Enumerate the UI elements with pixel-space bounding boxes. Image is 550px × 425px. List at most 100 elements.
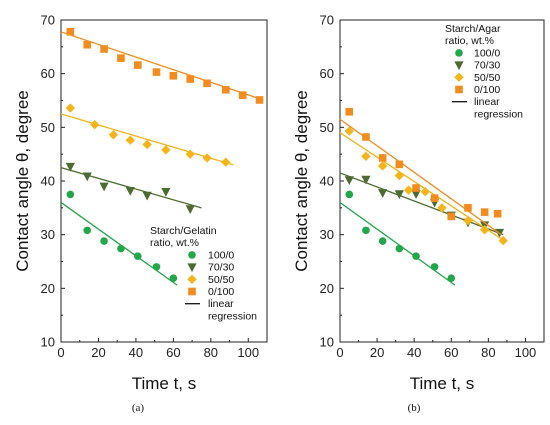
panel-b-legend-symbol-s0-100 (455, 85, 463, 94)
panel-a-legend-label-s0-100: 0/100 (208, 286, 234, 298)
panel-a-y-tick-label: 50 (41, 120, 55, 135)
panel-a-point-s70-30 (185, 205, 195, 214)
panel-b: 0 20 40 60 80 100 10 20 30 40 50 60 70 Time t, s Conta… (292, 13, 545, 414)
panel-a-y-tick-label: 30 (41, 227, 55, 242)
panel-a-x-tick-label: 80 (204, 345, 218, 360)
panel-b-fit-line-s100-0 (339, 201, 456, 286)
panel-a-point-s100-0 (152, 263, 161, 271)
panel-a-y-axis-label: Contact angle θ, degree (13, 90, 32, 271)
panel-b-point-s0-100 (395, 160, 404, 169)
panel-a-point-s100-0 (169, 274, 178, 282)
panel-a-legend-label-s70-30: 70/30 (208, 262, 234, 274)
panel-a-legend-symbol-s70-30 (187, 263, 197, 273)
panel-a-point-s0-100 (133, 61, 142, 69)
panel-a-x-tick-label: 20 (91, 345, 105, 360)
panel-a-legend-title: ratio, wt.% (150, 237, 199, 249)
panel-a-y-tick-label: 70 (41, 13, 55, 28)
panel-b-y-tick-label: 60 (320, 66, 334, 81)
panel-a-caption: (a) (132, 402, 145, 414)
panel-a-x-tick-label: 60 (166, 345, 180, 360)
panel-b-fit-line-s70-30 (339, 172, 504, 236)
panel-a-legend-symbol-s0-100 (188, 287, 196, 296)
panel-b-point-s50-50 (420, 187, 431, 197)
panel-b-point-s50-50 (394, 170, 405, 181)
panel-b-fit-line-s50-50 (339, 132, 504, 241)
panel-a-point-s70-30 (125, 186, 135, 196)
panel-a-point-s100-0 (66, 190, 75, 199)
panel-a-legend-symbol-s50-50 (187, 274, 197, 284)
panel-a-legend-regression-label: regression (208, 310, 257, 322)
panel-b-legend-label-s70-30: 70/30 (474, 60, 500, 72)
panel-a-point-s70-30 (161, 188, 171, 197)
panel-b-legend-regression-label: regression (474, 108, 523, 120)
panel-a-point-s70-30 (99, 182, 109, 192)
panel-b-axes-frame (339, 19, 545, 343)
panel-a: 0 20 40 60 80 100 10 20 30 40 50 60 70 Time t, s Conta… (13, 13, 268, 414)
panel-a-point-s0-100 (186, 75, 195, 83)
panel-b-point-s100-0 (378, 237, 387, 245)
panel-b-y-tick-label: 50 (320, 120, 334, 135)
panel-b-point-s100-0 (430, 263, 439, 271)
panel-a-x-tick-label: 100 (237, 345, 259, 360)
panel-b-point-s0-100 (345, 107, 354, 116)
panel-b-legend-label-s50-50: 50/50 (474, 72, 500, 84)
panel-b-point-s0-100 (362, 133, 370, 141)
panel-a-point-s70-30 (142, 191, 152, 201)
panel-a-point-s50-50 (65, 103, 76, 113)
panel-b-point-s70-30 (411, 190, 421, 199)
panel-b-point-s50-50 (377, 161, 388, 171)
panel-a-point-s100-0 (83, 226, 92, 235)
panel-a-point-s100-0 (100, 237, 108, 245)
panel-a-point-s0-100 (169, 72, 178, 80)
panel-b-x-tick-label: 80 (481, 345, 495, 360)
panel-b-point-s70-30 (344, 176, 354, 185)
panel-b-point-s100-0 (447, 274, 456, 282)
panel-a-y-tick-label: 40 (41, 174, 55, 189)
panel-a-x-axis-label: Time t, s (132, 374, 197, 393)
panel-b-y-tick-label: 10 (320, 335, 334, 350)
panel-a-y-tick-label: 10 (41, 335, 55, 350)
panel-a-point-s50-50 (202, 153, 212, 163)
panel-b-x-tick-label: 60 (444, 345, 458, 360)
panel-a-legend-regression-label: linear (208, 298, 234, 310)
panel-b-point-s50-50 (479, 225, 490, 235)
panel-b-caption: (b) (408, 402, 421, 414)
panel-b-y-tick-label: 40 (320, 174, 334, 189)
panel-b-y-tick-label: 20 (320, 281, 334, 296)
panel-b-point-s100-0 (395, 244, 404, 253)
panel-b-point-s0-100 (378, 154, 387, 162)
panel-b-legend-title: ratio, wt.% (445, 35, 494, 47)
panel-b-point-s100-0 (362, 226, 370, 235)
panel-a-point-s0-100 (100, 45, 108, 53)
panel-b-x-tick-label: 40 (407, 345, 421, 360)
panel-b-legend-title: Starch/Agar (445, 23, 501, 35)
panel-b-legend-label-s0-100: 0/100 (474, 84, 500, 96)
panel-a-y-tick-label: 60 (41, 66, 55, 81)
panel-b-point-s50-50 (344, 126, 354, 136)
panel-b-point-s0-100 (412, 184, 420, 192)
panel-a-legend-label-s100-0: 100/0 (208, 249, 234, 261)
panel-a-legend-label-s50-50: 50/50 (208, 274, 234, 286)
panel-b-point-s50-50 (361, 151, 371, 162)
panel-b-point-s0-100 (464, 204, 472, 212)
panel-a-legend-symbol-s100-0 (188, 251, 196, 259)
panel-a-point-s0-100 (255, 96, 264, 104)
panel-a-point-s0-100 (203, 79, 211, 88)
panel-b-x-tick-label: 0 (336, 345, 343, 360)
panel-b-point-s70-30 (361, 175, 371, 185)
panel-a-point-s50-50 (108, 130, 119, 140)
panel-a-point-s50-50 (90, 119, 100, 130)
panel-b-point-s70-30 (394, 190, 404, 199)
panel-a-point-s70-30 (82, 172, 92, 182)
panel-b-legend-regression-label: linear (474, 96, 500, 108)
panel-b-legend-label-s100-0: 100/0 (474, 47, 500, 59)
panel-b-point-s100-0 (412, 252, 420, 260)
panel-a-point-s0-100 (66, 28, 75, 36)
panel-b-point-s70-30 (378, 189, 388, 198)
panel-a-x-tick-label: 0 (57, 345, 64, 360)
panel-a-point-s100-0 (117, 244, 125, 253)
panel-a-point-s50-50 (161, 145, 171, 155)
panel-b-point-s50-50 (463, 216, 473, 226)
